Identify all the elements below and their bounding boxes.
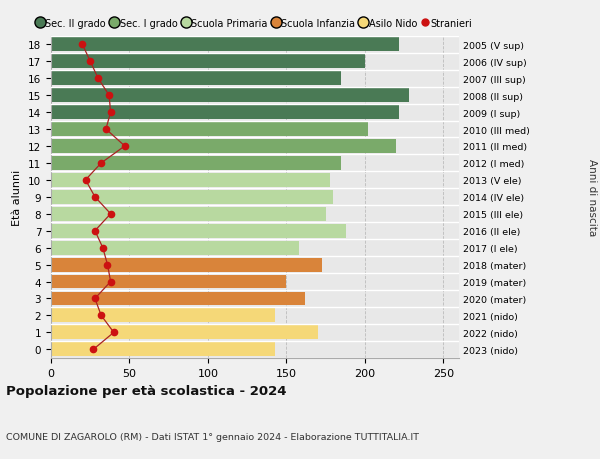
Bar [51, 123, 368, 137]
Bar [51, 72, 341, 86]
Bar [51, 326, 318, 340]
Bar [51, 106, 400, 120]
Text: Anni di nascita: Anni di nascita [587, 159, 597, 236]
Bar [51, 89, 409, 103]
Bar [51, 342, 275, 357]
Y-axis label: Età alunni: Età alunni [13, 169, 22, 225]
Text: Popolazione per età scolastica - 2024: Popolazione per età scolastica - 2024 [6, 384, 287, 397]
Bar [51, 140, 396, 154]
Bar [51, 241, 299, 255]
Bar [51, 38, 400, 52]
Text: COMUNE DI ZAGAROLO (RM) - Dati ISTAT 1° gennaio 2024 - Elaborazione TUTTITALIA.I: COMUNE DI ZAGAROLO (RM) - Dati ISTAT 1° … [6, 431, 419, 441]
Bar [51, 275, 286, 289]
Bar [51, 190, 334, 204]
Bar [51, 292, 305, 306]
Bar [51, 174, 331, 187]
Bar [51, 157, 341, 170]
Bar [51, 55, 365, 69]
Legend: Sec. II grado, Sec. I grado, Scuola Primaria, Scuola Infanzia, Asilo Nido, Stran: Sec. II grado, Sec. I grado, Scuola Prim… [38, 19, 472, 28]
Bar [51, 207, 326, 221]
Bar [51, 224, 346, 238]
Bar [51, 309, 275, 323]
Bar [51, 258, 322, 272]
